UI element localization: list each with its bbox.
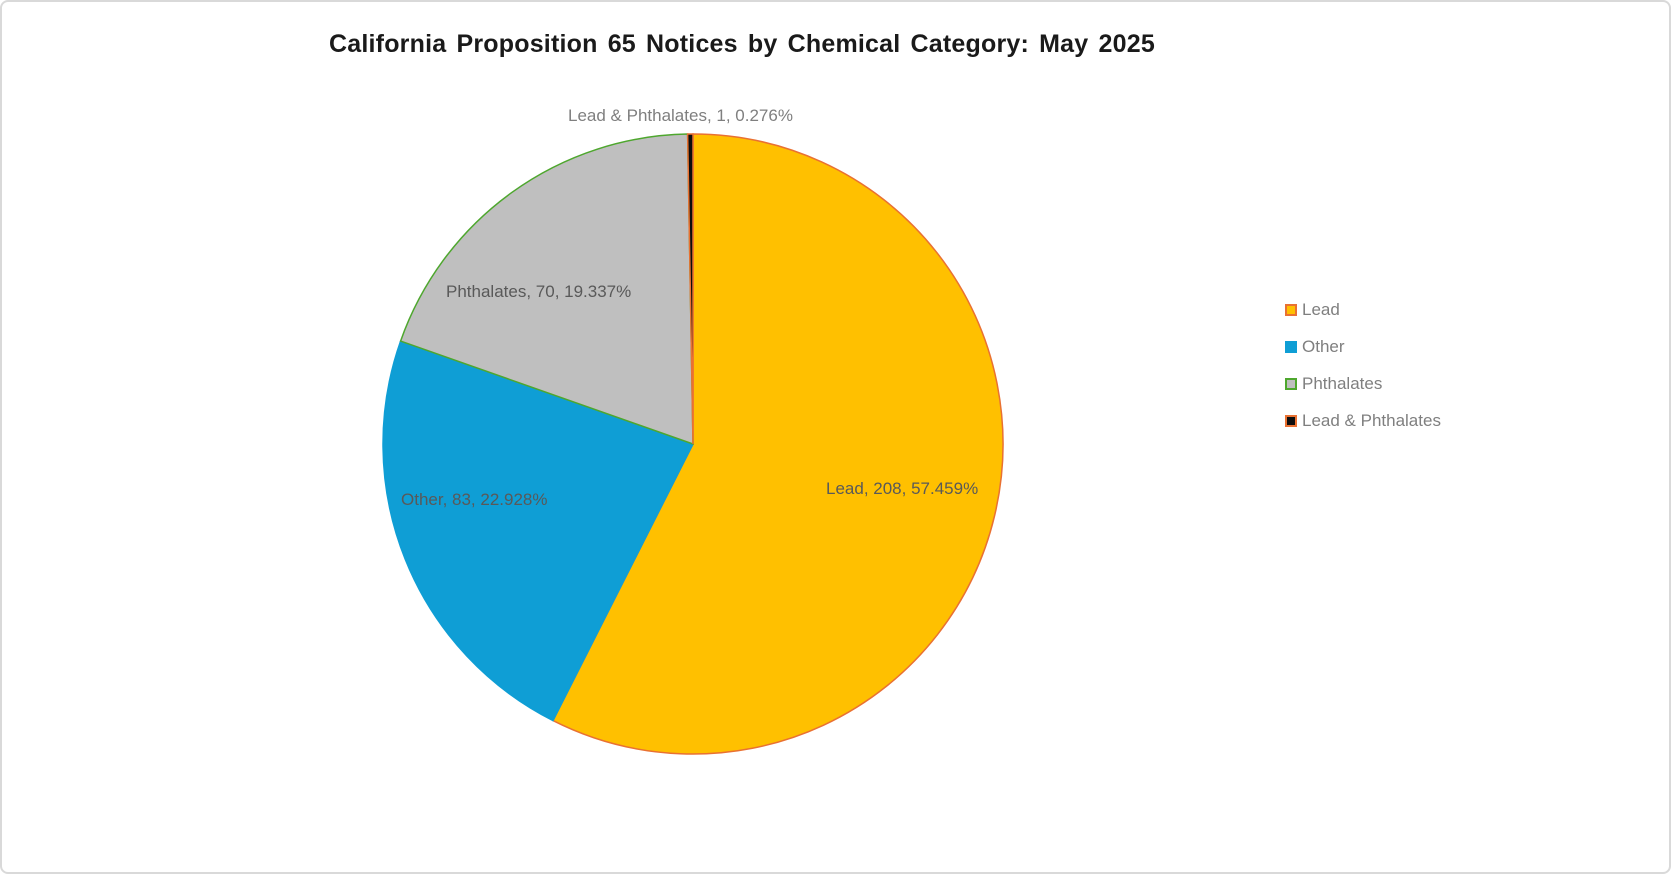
pie-slice-phthalates xyxy=(399,133,694,446)
legend-swatch-other xyxy=(1285,341,1297,353)
data-label-lead: Lead, 208, 57.459% xyxy=(826,479,979,498)
pie-slice-lead xyxy=(551,133,1004,755)
legend-label-other: Other xyxy=(1302,337,1345,356)
legend-item-lead: Lead xyxy=(1285,300,1441,319)
legend-item-other: Other xyxy=(1285,337,1441,356)
legend: Lead Other Phthalates Lead & Phthalates xyxy=(1285,300,1441,430)
legend-swatch-lead xyxy=(1285,304,1297,316)
legend-label-phthalates: Phthalates xyxy=(1302,374,1383,393)
pie-slice-lead-phthalates xyxy=(686,133,694,445)
pie-chart xyxy=(382,133,1004,755)
data-label-lead-and-phthalates: Lead & Phthalates, 1, 0.276% xyxy=(568,106,793,125)
legend-swatch-phthalates xyxy=(1285,378,1297,390)
legend-label-lead: Lead xyxy=(1302,300,1340,319)
data-label-other: Other, 83, 22.928% xyxy=(401,490,548,509)
legend-swatch-lead-and-phthalates xyxy=(1285,415,1297,427)
pie-slices xyxy=(382,133,1004,755)
legend-item-lead-and-phthalates: Lead & Phthalates xyxy=(1285,411,1441,430)
pie-slice-other xyxy=(382,340,695,722)
chart-title: California Proposition 65 Notices by Che… xyxy=(329,30,1155,58)
data-label-phthalates: Phthalates, 70, 19.337% xyxy=(446,282,632,301)
legend-item-phthalates: Phthalates xyxy=(1285,374,1441,393)
legend-label-lead-and-phthalates: Lead & Phthalates xyxy=(1302,411,1441,430)
